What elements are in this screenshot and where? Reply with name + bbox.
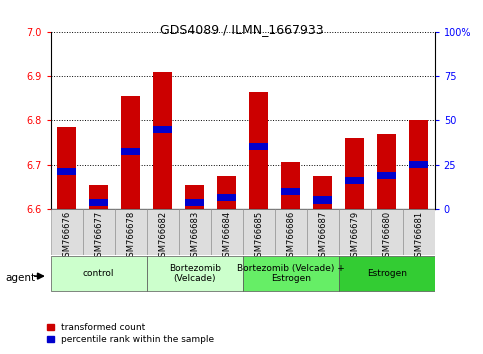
Bar xyxy=(185,184,204,209)
Text: GSM766676: GSM766676 xyxy=(62,211,71,262)
Bar xyxy=(83,209,115,255)
Bar xyxy=(121,96,141,209)
Text: GSM766680: GSM766680 xyxy=(382,211,391,262)
Text: GSM766685: GSM766685 xyxy=(254,211,263,262)
Bar xyxy=(147,256,243,291)
Bar xyxy=(403,209,435,255)
Bar xyxy=(281,162,300,209)
Text: GDS4089 / ILMN_1667933: GDS4089 / ILMN_1667933 xyxy=(160,23,323,36)
Text: control: control xyxy=(83,269,114,278)
Bar xyxy=(371,209,403,255)
Bar xyxy=(313,196,332,204)
Text: GSM766687: GSM766687 xyxy=(318,211,327,262)
Bar xyxy=(339,256,435,291)
Bar xyxy=(153,72,172,209)
Bar xyxy=(147,209,179,255)
Bar xyxy=(249,92,269,209)
Text: GSM766683: GSM766683 xyxy=(190,211,199,262)
Text: Bortezomib (Velcade) +
Estrogen: Bortezomib (Velcade) + Estrogen xyxy=(237,264,344,283)
Bar xyxy=(89,184,108,209)
Bar xyxy=(249,143,269,150)
Bar xyxy=(243,256,339,291)
Bar xyxy=(345,177,364,184)
Text: Estrogen: Estrogen xyxy=(367,269,407,278)
Text: GSM766677: GSM766677 xyxy=(94,211,103,262)
Bar xyxy=(121,148,141,155)
Bar xyxy=(345,138,364,209)
Bar xyxy=(51,209,83,255)
Text: Bortezomib
(Velcade): Bortezomib (Velcade) xyxy=(169,264,221,283)
Bar xyxy=(89,199,108,206)
Bar xyxy=(217,176,236,209)
Bar xyxy=(377,172,397,179)
Bar xyxy=(409,120,428,209)
Bar xyxy=(115,209,147,255)
Text: agent: agent xyxy=(6,273,36,283)
Text: GSM766678: GSM766678 xyxy=(126,211,135,262)
Bar xyxy=(281,188,300,195)
Bar xyxy=(307,209,339,255)
Bar xyxy=(377,134,397,209)
Bar xyxy=(275,209,307,255)
Text: GSM766682: GSM766682 xyxy=(158,211,167,262)
Bar xyxy=(409,161,428,168)
Bar xyxy=(57,127,76,209)
Bar xyxy=(153,126,172,133)
Bar xyxy=(217,194,236,201)
Text: GSM766679: GSM766679 xyxy=(350,211,359,262)
Bar xyxy=(243,209,275,255)
Text: GSM766684: GSM766684 xyxy=(222,211,231,262)
Bar xyxy=(57,168,76,175)
Bar xyxy=(313,176,332,209)
Bar xyxy=(51,256,147,291)
Bar xyxy=(185,199,204,206)
Text: GSM766681: GSM766681 xyxy=(414,211,423,262)
Legend: transformed count, percentile rank within the sample: transformed count, percentile rank withi… xyxy=(43,320,218,348)
Bar xyxy=(211,209,242,255)
Text: GSM766686: GSM766686 xyxy=(286,211,295,262)
Bar xyxy=(339,209,371,255)
Bar xyxy=(179,209,211,255)
